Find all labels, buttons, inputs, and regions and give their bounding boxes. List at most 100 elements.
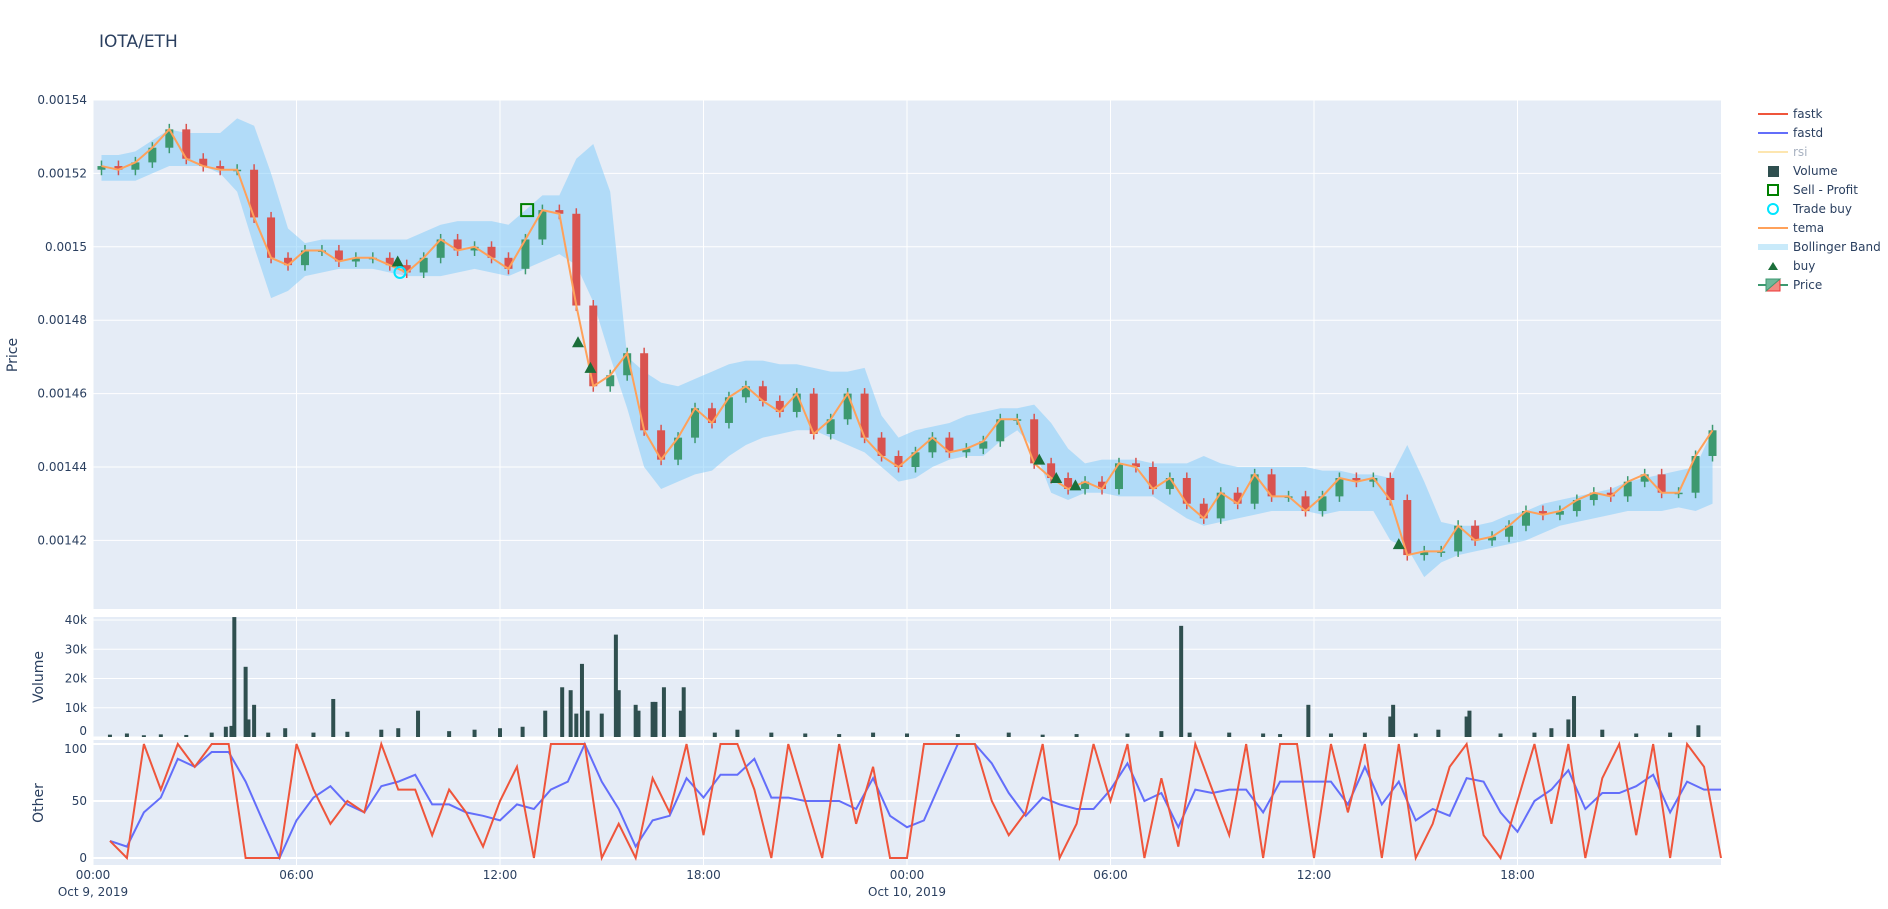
volume-bar xyxy=(1125,733,1130,737)
tema-line xyxy=(101,127,1714,557)
price-candle xyxy=(1098,476,1107,495)
volume-bar xyxy=(232,617,237,737)
legend-label: Bollinger Band xyxy=(1793,239,1881,254)
volume-bar xyxy=(1306,704,1311,737)
candle-body xyxy=(216,166,225,170)
legend-item-fastd[interactable]: fastd xyxy=(1758,123,1881,142)
volume-bar xyxy=(585,710,590,737)
price-candle xyxy=(114,160,123,176)
volume-bar xyxy=(568,690,573,737)
candle-body xyxy=(1386,478,1395,501)
volume-bar xyxy=(636,710,641,737)
price-candle xyxy=(1555,505,1564,521)
candle-body xyxy=(97,166,106,170)
candle-body xyxy=(1403,500,1412,556)
candle-body xyxy=(996,419,1005,442)
volume-bar xyxy=(1532,732,1537,737)
buy-marker xyxy=(1050,472,1063,484)
candle-body xyxy=(1267,474,1276,497)
legend-item-tema[interactable]: tema xyxy=(1758,218,1881,237)
candle-body xyxy=(826,419,835,434)
candle-body xyxy=(165,129,174,148)
candle-body xyxy=(1505,525,1514,537)
price-candle xyxy=(487,241,496,264)
candle-body xyxy=(1623,481,1632,497)
other-tick-label: 50 xyxy=(72,794,87,808)
price-candle xyxy=(1165,472,1174,495)
candle-body xyxy=(1589,492,1598,501)
fastk-line xyxy=(109,740,1722,862)
volume-bar xyxy=(1668,732,1673,737)
candle-body xyxy=(640,353,649,431)
price-candle xyxy=(385,252,394,271)
price-candle xyxy=(741,380,750,403)
volume-bar xyxy=(1436,729,1441,737)
square-icon xyxy=(1768,165,1779,177)
candle-body xyxy=(1030,419,1039,464)
candle-body xyxy=(267,217,276,258)
candle-body xyxy=(809,393,818,434)
candle-body xyxy=(402,265,411,273)
price-candle xyxy=(860,388,869,444)
legend-label: fastk xyxy=(1793,106,1823,121)
volume-bar xyxy=(396,728,401,737)
legend-item-rsi[interactable]: rsi xyxy=(1758,142,1881,161)
legend-label: tema xyxy=(1793,220,1825,235)
candle-body xyxy=(1488,536,1497,541)
candle-body xyxy=(707,408,716,423)
candle-body xyxy=(1521,511,1530,526)
candle-body xyxy=(1420,551,1429,556)
price-tick-label: 0.00154 xyxy=(37,93,87,107)
candle-body xyxy=(724,397,733,423)
price-candle xyxy=(453,233,462,256)
candle-body xyxy=(1047,463,1056,479)
volume-bar xyxy=(1413,733,1418,737)
x-tick-label: 06:00 xyxy=(1093,868,1128,882)
x-tick-label: 18:00 xyxy=(686,868,721,882)
legend-item-trade-buy[interactable]: Trade buy xyxy=(1758,199,1881,218)
legend-item-bollinger-band[interactable]: Bollinger Band xyxy=(1758,237,1881,256)
candle-body xyxy=(1216,492,1225,519)
legend-label: rsi xyxy=(1793,144,1808,159)
candle-body xyxy=(1318,496,1327,512)
legend-item-sell-profit[interactable]: Sell - Profit xyxy=(1758,180,1881,199)
volume-bar xyxy=(124,733,129,737)
volume-bar xyxy=(1391,704,1396,737)
candle-body xyxy=(284,257,293,266)
bollinger-band xyxy=(101,118,1713,578)
price-candle xyxy=(1505,520,1514,543)
volume-bar xyxy=(472,729,477,737)
volume-tick-label: 10k xyxy=(65,701,87,715)
legend-label: fastd xyxy=(1793,125,1824,140)
price-candle xyxy=(572,208,581,312)
price-tick-label: 0.00148 xyxy=(37,313,87,327)
candle-body xyxy=(962,448,971,453)
volume-bar xyxy=(574,713,579,737)
candle-body xyxy=(351,257,360,262)
candle-body xyxy=(1454,525,1463,552)
legend: fastk fastd rsi Volume Sell - Profit Trade bu… xyxy=(1758,104,1881,294)
candle-body xyxy=(1572,500,1581,512)
legend-item-buy[interactable]: buy xyxy=(1758,256,1881,275)
price-tick-label: 0.0015 xyxy=(45,240,87,254)
candle-body xyxy=(860,393,869,438)
volume-bar xyxy=(1227,732,1232,737)
price-candle xyxy=(131,156,140,176)
price-candle xyxy=(284,252,293,271)
volume-bar xyxy=(1074,734,1079,737)
price-tick-label: 0.00144 xyxy=(37,460,87,474)
price-candle xyxy=(945,432,954,458)
volume-bar xyxy=(1498,733,1503,737)
x-tick-label: 00:00 xyxy=(890,868,925,882)
legend-item-fastk[interactable]: fastk xyxy=(1758,104,1881,123)
candle-body xyxy=(623,353,632,376)
legend-item-price[interactable]: Price xyxy=(1758,275,1881,294)
x-tick-label: 06:00 xyxy=(279,868,314,882)
price-candle xyxy=(267,211,276,264)
candle-body xyxy=(691,408,700,438)
x-tick-label: 12:00 xyxy=(1297,868,1332,882)
open-square-icon xyxy=(1767,183,1779,196)
volume-bar xyxy=(616,690,621,737)
x-tick-date: Oct 9, 2019 xyxy=(58,885,128,899)
legend-item-volume[interactable]: Volume xyxy=(1758,161,1881,180)
